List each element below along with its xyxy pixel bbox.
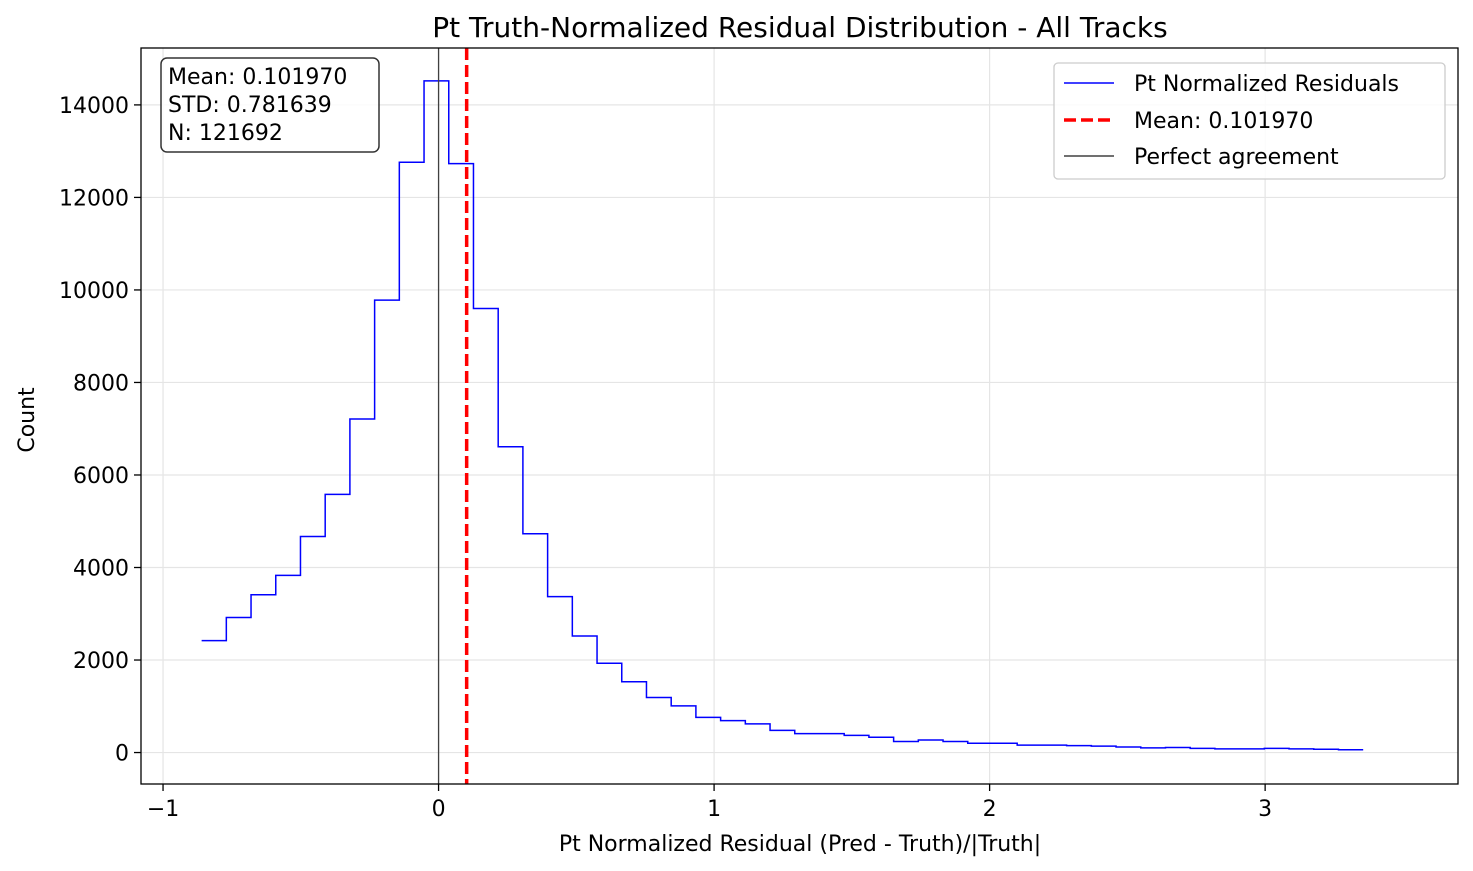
stats-mean: Mean: 0.101970: [168, 65, 347, 90]
histogram-bin: [1264, 748, 1289, 752]
histogram-bin: [1338, 750, 1363, 753]
legend-label-perfect: Perfect agreement: [1134, 145, 1339, 170]
histogram-bin: [251, 595, 276, 753]
histogram-bin: [622, 682, 647, 753]
x-tick-label: 3: [1258, 797, 1272, 822]
y-tick-label: 8000: [73, 371, 129, 396]
axis-ticks: −1 0 1 2 3 0 2000 4000 6000 8000 10000 12000 14000: [59, 94, 1272, 822]
histogram-bin: [1067, 746, 1092, 753]
histogram-bin: [894, 741, 919, 752]
histogram-bin: [968, 743, 993, 752]
histogram-bin: [202, 641, 227, 753]
histogram-bin: [1165, 747, 1190, 752]
stats-count: N: 121692: [168, 121, 283, 146]
histogram-bin: [226, 617, 251, 752]
legend: Pt Normalized Residuals Mean: 0.101970 P…: [1053, 62, 1446, 180]
plot-frame: [140, 47, 1459, 785]
stats-box: Mean: 0.101970 STD: 0.781639 N: 121692: [160, 57, 380, 153]
histogram-bin: [671, 706, 696, 753]
histogram-bin: [745, 724, 770, 753]
histogram-bin: [770, 730, 795, 752]
histogram-bin: [869, 737, 894, 752]
histogram-bin: [473, 308, 498, 752]
histogram-bin: [1116, 747, 1141, 753]
x-tick-label: 1: [707, 797, 721, 822]
y-tick-label: 2000: [73, 649, 129, 674]
histogram-bin: [1240, 749, 1265, 753]
histogram-bin: [721, 721, 746, 753]
x-tick-label: 0: [432, 797, 446, 822]
histogram-bin: [1190, 748, 1215, 752]
histogram-bin: [350, 419, 375, 753]
x-tick-label: −1: [147, 797, 179, 822]
histogram-bin: [325, 494, 350, 752]
histogram-bin: [498, 447, 523, 753]
histogram-bin: [572, 636, 597, 753]
histogram-bin: [696, 717, 721, 752]
chart-title: Pt Truth-Normalized Residual Distributio…: [432, 11, 1167, 44]
plot-marks: [201, 48, 1364, 784]
histogram-bin: [1017, 745, 1042, 752]
stats-box-frame: [160, 57, 380, 153]
histogram-bin: [918, 740, 943, 752]
y-tick-label: 0: [115, 742, 129, 767]
legend-frame: [1053, 62, 1446, 180]
histogram-bin: [1289, 749, 1314, 753]
histogram-bin: [375, 300, 400, 752]
y-tick-label: 12000: [59, 186, 129, 211]
histogram-step-line: [201, 80, 1364, 751]
histogram-bin: [819, 734, 844, 753]
histogram-bin: [1042, 745, 1067, 752]
y-tick-label: 4000: [73, 557, 129, 582]
histogram-bin: [992, 743, 1017, 752]
histogram-bin: [597, 663, 622, 752]
histogram-bin: [844, 735, 869, 752]
histogram-bin: [523, 534, 548, 753]
x-tick-label: 2: [983, 797, 997, 822]
y-tick-label: 10000: [59, 279, 129, 304]
histogram-bin: [399, 162, 424, 752]
histogram-bin: [646, 697, 671, 752]
stats-std: STD: 0.781639: [168, 93, 332, 118]
y-axis-label: Count: [15, 387, 40, 453]
histogram-bin: [943, 741, 968, 752]
y-tick-label: 6000: [73, 464, 129, 489]
y-tick-label: 14000: [59, 94, 129, 119]
histogram-bin: [795, 734, 820, 753]
histogram-bin: [300, 537, 325, 753]
x-axis-label: Pt Normalized Residual (Pred - Truth)/|T…: [559, 832, 1041, 857]
histogram-bin: [424, 81, 449, 753]
histogram-bin: [548, 597, 573, 753]
histogram-bin: [449, 164, 474, 753]
histogram-bin: [276, 575, 301, 752]
histogram-bin: [1215, 749, 1240, 753]
legend-label-residuals: Pt Normalized Residuals: [1134, 72, 1399, 97]
histogram-bin: [1091, 746, 1116, 752]
histogram-bin: [1314, 749, 1339, 752]
histogram-bin: [1141, 748, 1166, 753]
legend-label-mean: Mean: 0.101970: [1134, 109, 1313, 134]
